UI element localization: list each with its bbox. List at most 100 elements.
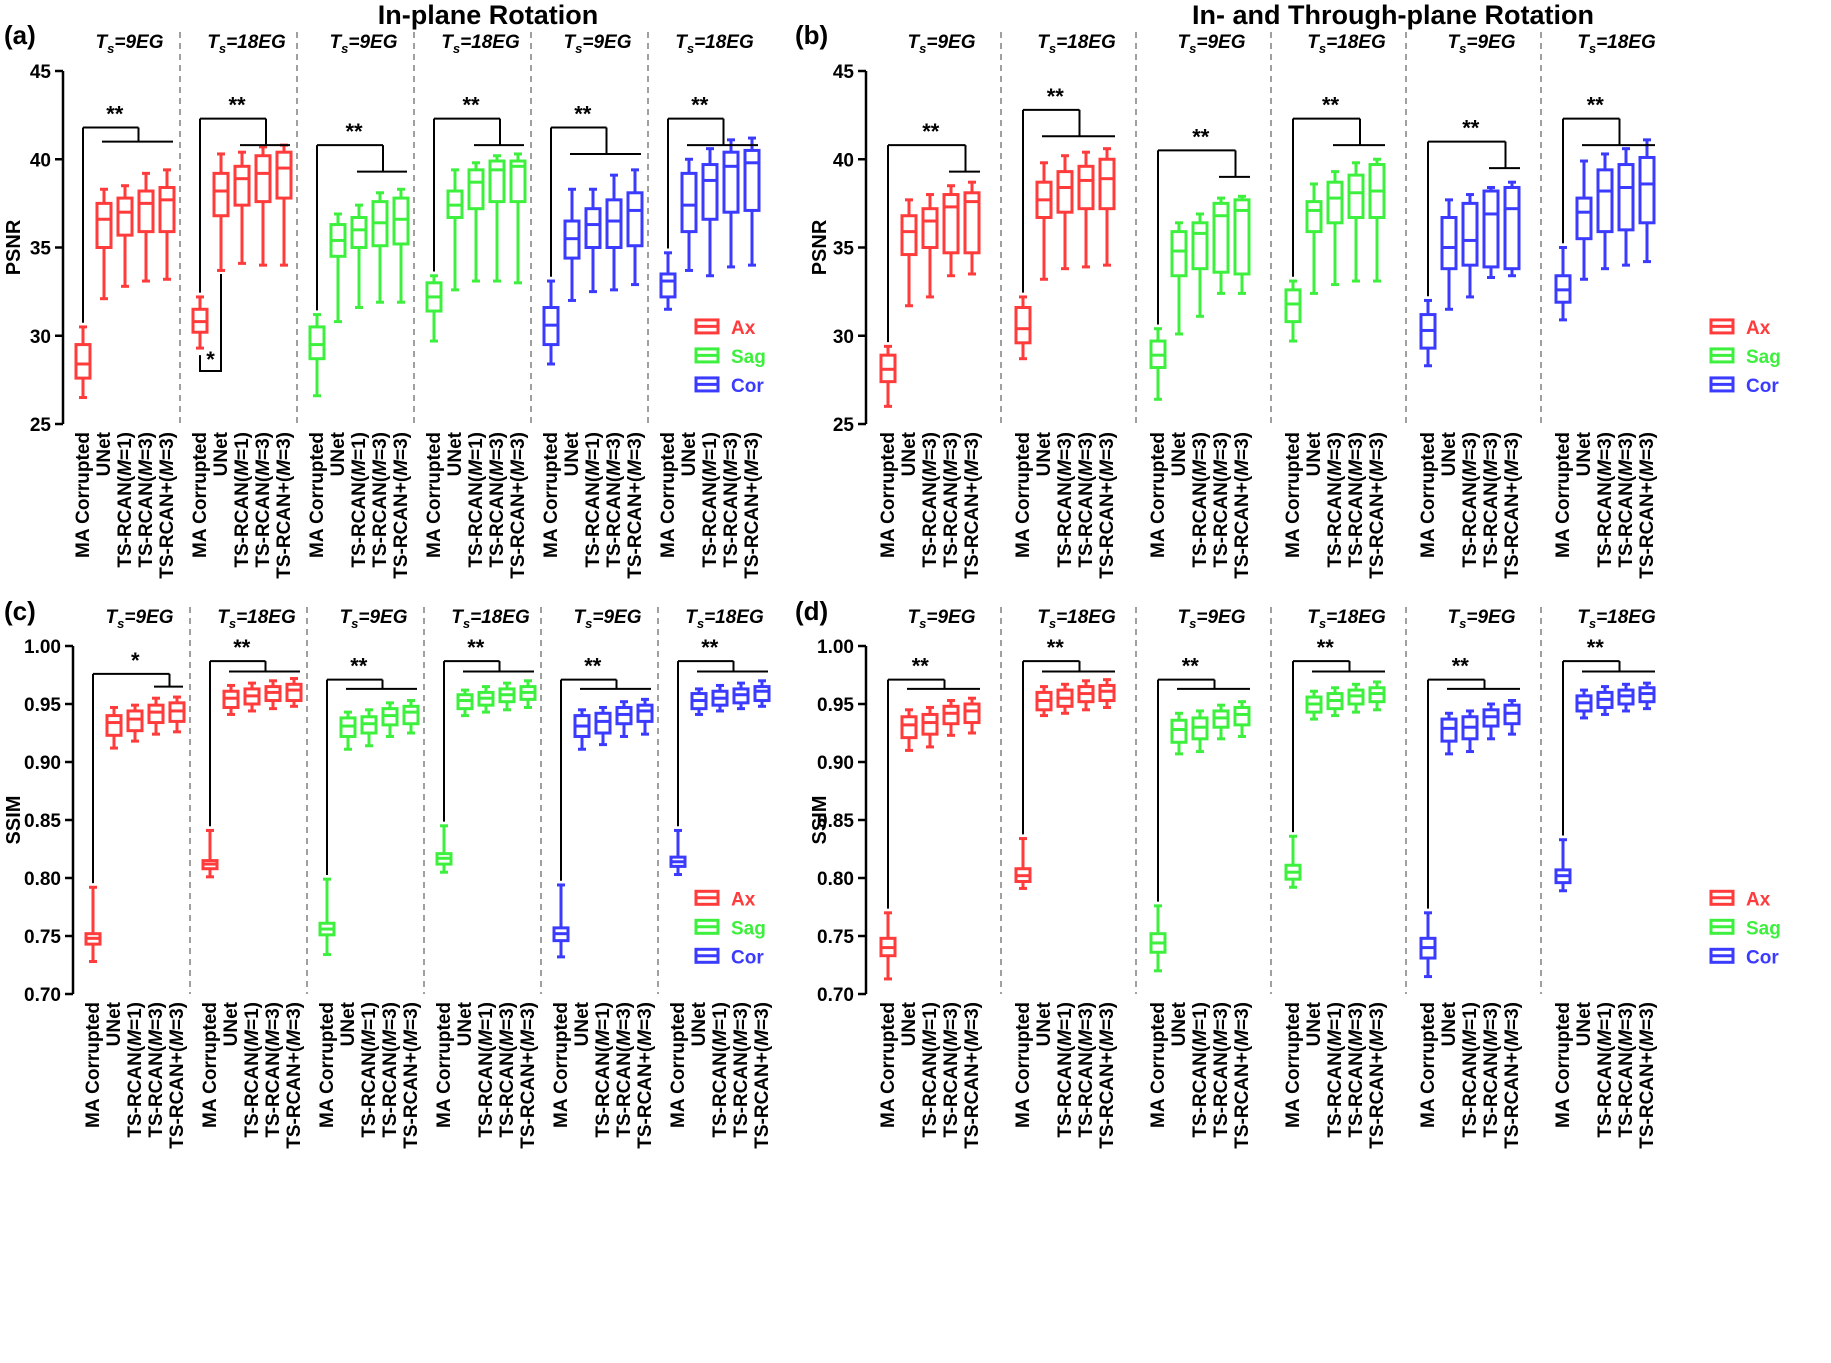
significance-stars: ** [1452,654,1470,679]
y-tick-label: 25 [833,415,855,436]
method-label-m: M [136,459,157,476]
method-label-pre: TS-RCAN+( [1502,1045,1523,1149]
group-label-t: T [1577,32,1590,53]
group-label-sub: s [585,616,592,631]
method-label-pre: TS-RCAN( [920,1045,941,1137]
significance-annotation: ** [1427,116,1520,297]
group-label: Ts=9EG [908,32,976,56]
method-label-m: M [1616,1029,1637,1046]
method-label-m: M [466,459,487,476]
group-label-sub: s [107,41,114,56]
method-label-m: M [625,459,646,476]
significance-annotation: ** [82,101,173,323]
panel-c: (c)SSIM0.700.750.800.850.900.951.00Ts=9E… [3,596,773,1149]
box-1 [900,198,918,308]
significance-stars: * [131,648,140,673]
significance-stars: ** [691,93,709,118]
box-0 [552,883,570,959]
method-label: TS-RCAN+(M=3) [508,432,529,579]
box-3 [605,173,623,292]
group-label-sub: s [1459,41,1466,56]
method-label: TS-RCAN(M=3) [941,432,962,568]
legend-label: Ax [1746,318,1771,339]
y-tick-label: 0.90 [24,753,61,774]
box-4 [509,152,527,285]
group-label-value: =18EG [1056,607,1116,628]
method-label-m: M [710,1029,731,1046]
method-label: TS-RCAN(M=3) [263,1002,284,1138]
box-2 [1596,685,1614,716]
box-2 [921,705,939,749]
method-label: MA Corrupted [541,432,562,558]
method-label: TS-RCAN(M=1) [125,1002,146,1138]
method-label-m: M [1367,1029,1388,1046]
method-label: TS-RCAN+(M=3) [1502,1002,1523,1149]
group-label-t: T [1178,32,1191,53]
method-label-m: M [1637,1029,1658,1046]
method-label: MA Corrupted [1013,432,1034,558]
box-iqr [753,685,771,703]
group-label-value: =18EG [704,607,764,628]
method-label-pre: TS-RCAN+( [962,475,983,579]
significance-stars: ** [1317,635,1335,660]
group-label-value: =9EG [1466,607,1515,628]
method-label-post: =3) [508,432,529,460]
method-label-pre: TS-RCAN( [1460,475,1481,567]
group-label-value: =9EG [1466,32,1515,53]
significance-stars: ** [1462,116,1480,141]
method-label-pre: UNet [94,431,115,476]
method-label-post: =3) [253,432,274,460]
method-label-post: =1) [1325,1002,1346,1030]
method-label: UNet [1304,1001,1325,1046]
method-label: TS-RCAN(M=3) [136,432,157,568]
box-3 [488,154,506,283]
method-label: UNet [104,1001,125,1046]
y-tick-label: 0.85 [24,811,61,832]
box-4 [1098,147,1116,267]
method-label-pre: MA Corrupted [190,432,211,558]
method-label-m: M [635,1029,656,1046]
method-label-pre: TS-RCAN( [1325,475,1346,567]
method-label-pre: MA Corrupted [1553,432,1574,558]
group-label-value: =18EG [1596,607,1656,628]
method-label-post: =3) [941,1002,962,1030]
box-0 [879,344,897,408]
method-label-pre: TS-RCAN+( [391,475,412,579]
box-iqr [158,185,176,234]
method-label: UNet [1169,1001,1190,1046]
group-label: Ts=9EG [1448,32,1516,56]
method-label-pre: TS-RCAN( [941,1045,962,1137]
box-iqr [1482,189,1500,269]
method-label-pre: UNet [679,431,700,476]
group-label-t: T [451,607,464,628]
box-2 [701,147,719,278]
method-label-post: =1) [700,432,721,460]
box-iqr [308,325,326,361]
significance-bracket [199,273,222,373]
method-label-m: M [604,459,625,476]
method-label: TS-RCAN(M=3) [721,432,742,568]
group-label: Ts=9EG [564,32,632,56]
method-label: MA Corrupted [878,1002,899,1128]
method-label: TS-RCAN(M=3) [1076,432,1097,568]
method-label-pre: TS-RCAN( [1481,475,1502,567]
method-label-m: M [1502,459,1523,476]
method-label-m: M [1481,1029,1502,1046]
method-label: TS-RCAN+(M=3) [391,432,412,579]
method-label-pre: UNet [1439,431,1460,476]
method-label: UNet [211,431,232,476]
box-iqr [605,198,623,249]
box-iqr [1014,306,1032,345]
method-label-m: M [167,1029,188,1046]
method-label-m: M [274,459,295,476]
group-label-sub: s [1589,616,1596,631]
method-label-pre: MA Corrupted [658,432,679,558]
method-label-m: M [742,459,763,476]
legend-label: Sag [731,918,766,939]
y-tick-label: 45 [833,62,855,83]
method-label-post: =3) [721,432,742,460]
y-tick-label: 0.70 [817,985,854,1006]
